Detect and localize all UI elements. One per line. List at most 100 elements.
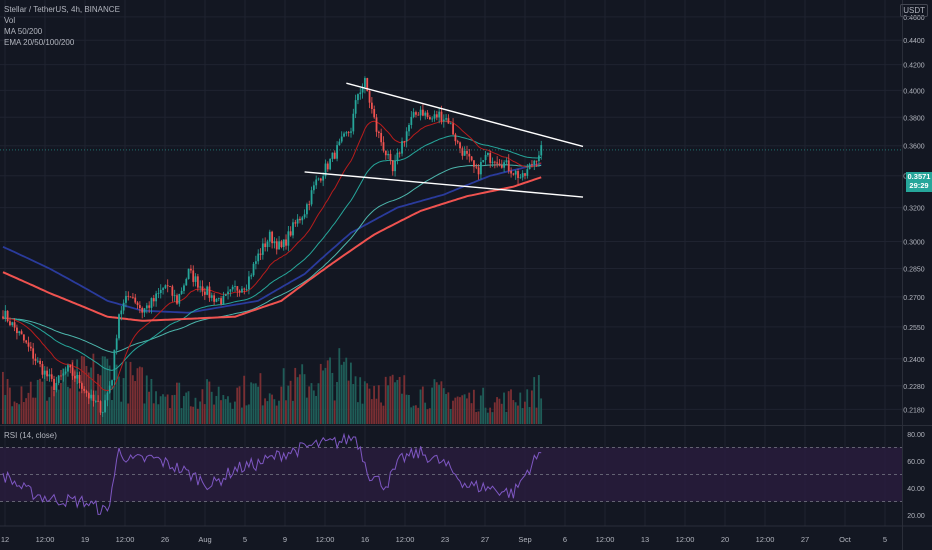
- candle-body: [97, 400, 100, 402]
- bar-countdown: 29:29: [909, 181, 929, 190]
- volume-bar: [187, 391, 190, 424]
- indicator-ma[interactable]: MA 50/200: [4, 27, 43, 36]
- candle-body: [245, 289, 248, 291]
- candle-body: [203, 291, 206, 295]
- volume-bar: [115, 364, 118, 424]
- candles: [2, 76, 543, 417]
- candle-body: [303, 214, 306, 218]
- candle-body: [405, 131, 408, 142]
- candle-body: [13, 322, 16, 328]
- volume-bar: [57, 389, 60, 424]
- candle-body: [350, 131, 352, 133]
- rsi-tick-label: 20.00: [907, 513, 925, 520]
- candle-body: [480, 162, 482, 175]
- indicator-vol[interactable]: Vol: [4, 16, 16, 25]
- time-tick-label: 16: [361, 535, 369, 544]
- currency-unit-badge[interactable]: USDT: [900, 4, 928, 17]
- time-tick-label: 12:00: [676, 535, 695, 544]
- time-axis: 12 12:00 19 12:00 26 Aug 5 9 12:00 16 12:00 23 27 Sep…: [1, 535, 887, 544]
- volume-bar: [294, 367, 297, 424]
- candle-body: [90, 394, 93, 399]
- volume-bar: [466, 398, 468, 424]
- candle-body: [387, 153, 390, 156]
- time-tick-label: 26: [161, 535, 169, 544]
- volume-bar: [333, 400, 336, 424]
- last-price-tag: 0.3571 29:29: [906, 172, 932, 192]
- candle-body: [150, 298, 153, 308]
- candle-body: [410, 116, 413, 125]
- volume-bar: [524, 401, 526, 424]
- volume-bar: [36, 379, 39, 424]
- volume-bar: [373, 385, 376, 424]
- candle-body: [138, 305, 141, 308]
- candle-body: [445, 118, 448, 120]
- candle-body: [424, 112, 427, 116]
- indicator-lines: [2, 120, 542, 392]
- volume-bar: [254, 383, 257, 424]
- volume-bar: [143, 403, 146, 424]
- volume-bar: [141, 367, 144, 424]
- candle-body: [442, 119, 445, 122]
- volume-bar: [410, 407, 413, 424]
- candle-body: [273, 241, 276, 244]
- volume-bar: [220, 400, 222, 424]
- candle-body: [136, 302, 139, 306]
- volume-bar: [433, 379, 436, 424]
- candle-body: [261, 243, 264, 255]
- volume-bar: [145, 375, 148, 424]
- rsi-label[interactable]: RSI (14, close): [4, 431, 57, 440]
- candle-body: [152, 298, 155, 302]
- volume-bar: [22, 402, 25, 424]
- candle-body: [20, 331, 23, 335]
- time-tick-label: 12:00: [316, 535, 335, 544]
- candle-body: [336, 145, 338, 159]
- candle-body: [282, 239, 285, 247]
- volume-bar: [507, 391, 510, 424]
- volume-bar: [287, 385, 290, 424]
- volume-bar: [62, 368, 65, 424]
- volume-bar: [533, 377, 536, 424]
- volume-bar: [236, 387, 239, 424]
- candle-body: [440, 111, 443, 122]
- volume-bar: [173, 394, 176, 424]
- volume-bar: [535, 407, 538, 424]
- candle-body: [113, 349, 116, 381]
- candle-body: [352, 113, 355, 132]
- volume-bar: [266, 401, 269, 424]
- candle-body: [477, 167, 480, 175]
- candle-body: [62, 373, 65, 376]
- candle-body: [132, 296, 134, 298]
- volume-bar: [315, 395, 318, 424]
- candle-body: [199, 286, 202, 288]
- volume-bar: [124, 361, 127, 424]
- candle-body: [71, 367, 74, 376]
- candle-body: [16, 327, 18, 334]
- volume-bar: [118, 376, 120, 424]
- volume-bar: [27, 392, 30, 424]
- volume-bar: [99, 375, 102, 424]
- candle-body: [159, 289, 162, 294]
- volume-bar: [208, 381, 211, 424]
- volume-bar: [387, 385, 389, 424]
- volume-bar: [419, 389, 422, 424]
- volume-bar: [257, 386, 260, 424]
- candle-body: [517, 171, 519, 178]
- candle-body: [484, 154, 487, 161]
- volume-bar: [350, 362, 352, 424]
- volume-bar: [15, 402, 18, 424]
- symbol-title: Stellar / TetherUS, 4h, BINANCE: [4, 5, 120, 14]
- indicator-ema[interactable]: EMA 20/50/100/200: [4, 38, 75, 47]
- volume-bar: [182, 396, 185, 424]
- volume-bar: [178, 382, 181, 424]
- volume-bar: [375, 398, 378, 424]
- candle-body: [166, 285, 169, 287]
- candle-body: [468, 153, 471, 157]
- volume-bar: [489, 407, 492, 424]
- candle-body: [345, 132, 348, 134]
- candle-body: [412, 112, 415, 117]
- volume-bar: [417, 407, 420, 424]
- candle-body: [438, 111, 441, 118]
- candle-body: [426, 112, 429, 118]
- volume-bar: [454, 397, 457, 424]
